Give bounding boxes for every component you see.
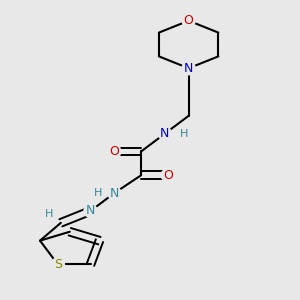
Text: N: N — [184, 62, 193, 75]
Text: H: H — [94, 188, 102, 198]
Circle shape — [182, 14, 195, 27]
Text: O: O — [163, 169, 173, 182]
Circle shape — [158, 127, 171, 140]
Text: H: H — [180, 129, 188, 139]
Text: H: H — [45, 209, 53, 219]
Circle shape — [84, 204, 97, 218]
Circle shape — [178, 127, 191, 140]
Circle shape — [182, 62, 195, 75]
Circle shape — [108, 145, 121, 158]
Text: S: S — [54, 258, 62, 271]
Text: N: N — [160, 127, 170, 140]
Text: O: O — [110, 145, 119, 158]
Circle shape — [92, 187, 104, 200]
Text: N: N — [110, 187, 119, 200]
Circle shape — [51, 258, 64, 271]
Text: N: N — [86, 204, 95, 218]
Circle shape — [42, 207, 56, 220]
Text: O: O — [184, 14, 194, 27]
Circle shape — [108, 187, 121, 200]
Circle shape — [161, 169, 174, 182]
